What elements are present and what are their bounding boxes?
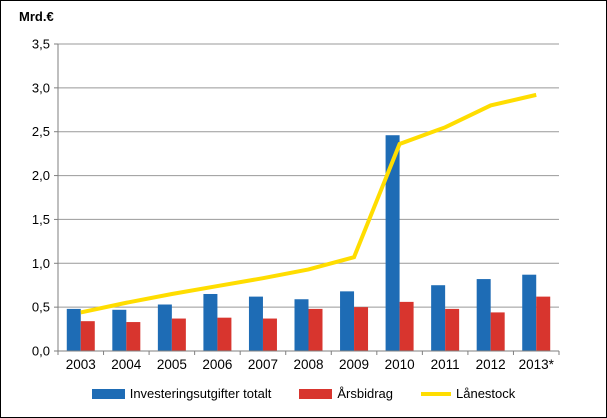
bar-arsbidrag	[217, 317, 232, 351]
x-tick-label: 2012	[476, 357, 506, 372]
x-tick-label: 2013*	[519, 357, 555, 372]
bar-investeringsutgifter	[112, 309, 127, 351]
legend-label-lanestock: Lånestock	[456, 386, 516, 401]
y-tick-label: 0,5	[32, 300, 50, 315]
bar-investeringsutgifter	[203, 293, 218, 351]
legend-item-investeringsutgifter: Investeringsutgifter totalt	[91, 386, 272, 401]
bar-arsbidrag	[399, 301, 414, 351]
bar-investeringsutgifter	[431, 285, 446, 351]
y-tick-label: 2,0	[32, 168, 50, 183]
bar-investeringsutgifter	[248, 296, 263, 351]
bar-investeringsutgifter	[66, 308, 81, 351]
bar-arsbidrag	[308, 308, 323, 351]
legend-label-arsbidrag: Årsbidrag	[337, 386, 393, 401]
bar-arsbidrag	[536, 296, 551, 351]
bar-arsbidrag	[445, 308, 460, 351]
legend-item-lanestock: Lånestock	[421, 386, 515, 401]
bar-investeringsutgifter	[522, 274, 537, 351]
bar-investeringsutgifter	[476, 279, 491, 351]
line-lanestock	[80, 92, 537, 315]
x-tick-label: 2006	[202, 357, 232, 372]
bar-arsbidrag	[354, 307, 369, 351]
y-axis-unit-label: Mrd.€	[19, 9, 54, 24]
y-tick-label: 0,0	[32, 344, 50, 359]
bar-arsbidrag	[490, 312, 505, 351]
x-tick-label: 2004	[111, 357, 142, 372]
x-tick-label: 2010	[385, 357, 415, 372]
legend-swatch-investeringsutgifter	[91, 388, 125, 399]
y-tick-label: 1,5	[32, 212, 50, 227]
bar-investeringsutgifter	[385, 135, 400, 351]
legend-item-arsbidrag: Årsbidrag	[299, 386, 393, 401]
x-tick-label: 2007	[248, 357, 278, 372]
x-tick-label: 2009	[339, 357, 369, 372]
y-tick-label: 3,5	[32, 37, 50, 52]
x-tick-label: 2003	[66, 357, 96, 372]
bar-investeringsutgifter	[294, 299, 309, 351]
x-tick-label: 2005	[157, 357, 187, 372]
bar-arsbidrag	[171, 318, 186, 351]
bar-arsbidrag	[80, 321, 95, 351]
bar-investeringsutgifter	[157, 304, 172, 351]
legend-swatch-lanestock-line	[421, 391, 451, 396]
y-tick-label: 1,0	[32, 256, 50, 271]
legend-swatch-arsbidrag	[299, 388, 333, 399]
legend-label-investeringsutgifter: Investeringsutgifter totalt	[129, 386, 272, 401]
x-tick-label: 2008	[293, 357, 323, 372]
y-tick-label: 3,0	[32, 80, 50, 95]
y-tick-label: 2,5	[32, 124, 50, 139]
bar-arsbidrag	[262, 318, 277, 351]
chart-legend: Investeringsutgifter totalt Årsbidrag Lå…	[1, 386, 606, 401]
x-tick-label: 2011	[431, 357, 460, 372]
bar-arsbidrag	[126, 322, 141, 351]
bar-investeringsutgifter	[340, 291, 355, 351]
